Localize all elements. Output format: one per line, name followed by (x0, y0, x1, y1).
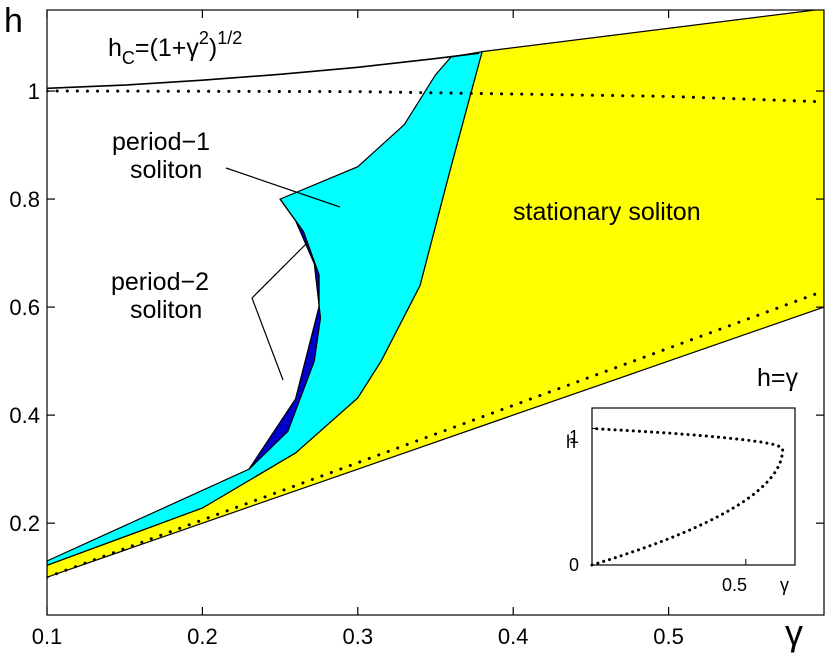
y-axis-label: h (4, 2, 23, 40)
inset-y-label: h (566, 432, 576, 452)
y-ticks: 0.2 0.4 0.6 0.8 1 (9, 79, 824, 536)
inset-ytick-1: 1 (569, 427, 579, 447)
x-tick-label: 0.4 (498, 624, 529, 649)
inset-background (591, 407, 796, 566)
y-tick-label: 0.8 (9, 187, 40, 212)
plot-frame (46, 9, 825, 616)
y-tick-label: 1 (28, 79, 40, 104)
x-tick-label: 0.2 (187, 624, 218, 649)
curve-h-c (47, 52, 480, 90)
x-ticks: 0.1 0.2 0.3 0.4 0.5 (32, 10, 684, 649)
inset-plot: h 1 0 0.5 γ (566, 407, 796, 595)
period-2-label-line1: period−2 (111, 268, 209, 296)
inset-xtick-05: 0.5 (722, 575, 747, 595)
inset-curve (590, 427, 785, 567)
curve-h- (47, 289, 824, 579)
inset-dotted-curve (590, 427, 785, 567)
period-2-label-line2: soliton (130, 296, 202, 324)
period-1-label-line1: period−1 (112, 128, 210, 156)
period-2-pointer-lower (251, 297, 284, 381)
x-tick-label: 0.3 (343, 624, 374, 649)
x-tick-label: 0.5 (653, 624, 684, 649)
regions (47, 10, 824, 578)
region-period-2-soliton (248, 198, 322, 470)
x-axis-label: γ (785, 612, 803, 653)
y-tick-label: 0.2 (9, 511, 40, 536)
period-1-label-line2: soliton (130, 156, 202, 184)
y-tick-label: 0.4 (9, 403, 40, 428)
x-tick-label: 0.1 (32, 624, 63, 649)
inset-x-label: γ (780, 575, 789, 595)
inset-ytick-0: 0 (569, 555, 579, 575)
period-2-pointer-upper (251, 242, 308, 299)
period-1-pointer (225, 167, 341, 208)
curves (47, 52, 824, 579)
y-tick-label: 0.6 (9, 295, 40, 320)
stationary-soliton-label: stationary soliton (513, 198, 701, 226)
hc-formula: hC=(1+γ2)1/2 (108, 28, 242, 68)
h-equals-gamma-label: h=γ (757, 364, 799, 392)
